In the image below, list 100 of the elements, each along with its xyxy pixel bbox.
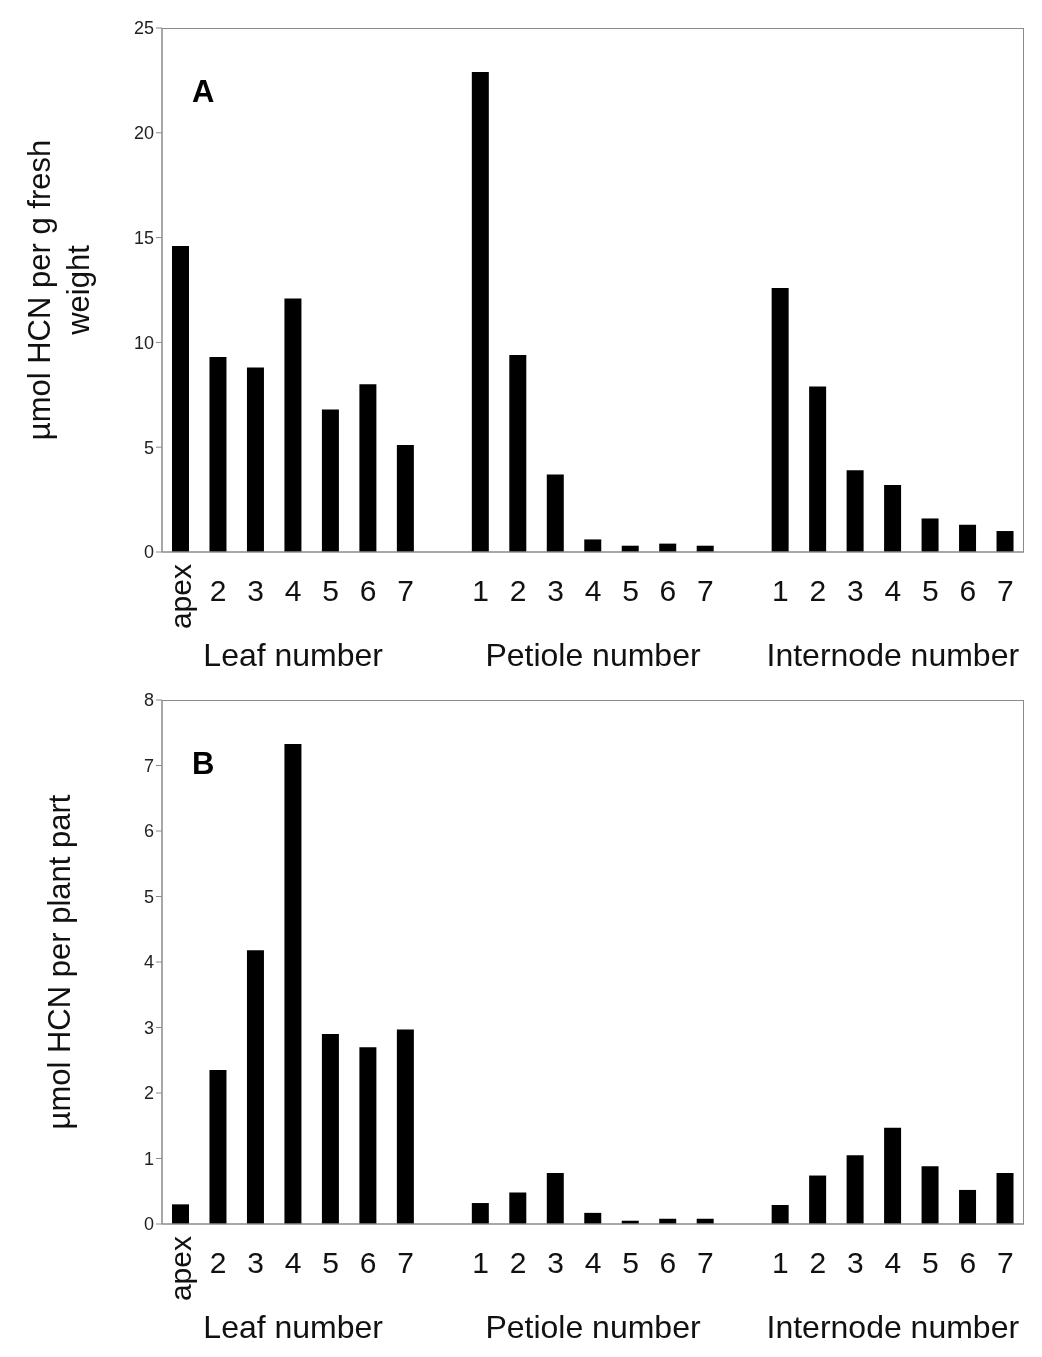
bar (396, 445, 414, 552)
bar (359, 1047, 377, 1224)
text: Leaf number (203, 1309, 384, 1346)
x-tick-label: 6 (359, 1245, 377, 1279)
bar (471, 72, 489, 552)
x-tick-label: 5 (322, 573, 339, 607)
y-tick-label: 7 (143, 755, 154, 776)
y-tick-label: 2 (143, 1083, 154, 1104)
x-tick-label: 4 (284, 1245, 302, 1279)
bar (359, 384, 377, 552)
text: Internode number (766, 637, 1020, 674)
text: Internode number (766, 1309, 1020, 1346)
x-tick-label: 2 (509, 1245, 527, 1279)
text: Leaf number (203, 637, 384, 674)
x-tick-label: 6 (659, 1245, 677, 1279)
y-tick-label: 25 (133, 18, 154, 39)
bar (584, 539, 602, 552)
y-tick-label: 5 (143, 886, 154, 907)
x-tick-label: 2 (809, 573, 827, 607)
x-tick-label: 4 (884, 1245, 902, 1279)
bar (209, 357, 227, 552)
y-tick-label: 4 (143, 952, 154, 973)
x-tick-label: 3 (247, 573, 265, 607)
x-tick-label: 7 (697, 573, 714, 607)
x-tick-label: 3 (247, 1245, 265, 1279)
text: B (192, 746, 215, 781)
text: Petiole number (485, 1309, 701, 1346)
bar (471, 1203, 489, 1224)
x-tick-label: 3 (847, 1245, 864, 1279)
bar (809, 1175, 827, 1224)
x-tick-label: 2 (509, 573, 527, 607)
bar (284, 298, 302, 552)
bar (584, 1212, 602, 1224)
y-tick-label: 3 (143, 1017, 154, 1038)
bar (771, 1205, 789, 1224)
bar (921, 518, 939, 552)
bar (996, 531, 1014, 552)
x-tick-label: 3 (547, 1245, 564, 1279)
x-tick-label: 6 (959, 1245, 977, 1279)
y-tick-label: 0 (143, 542, 154, 563)
bar (321, 409, 339, 552)
bar (509, 354, 527, 552)
y-axis-title: µmol HCN per plant part (40, 793, 78, 1132)
y-tick-label: 15 (133, 227, 154, 248)
x-tick-label: 7 (397, 573, 414, 607)
y-tick-label: 6 (143, 821, 154, 842)
y-tick-label: 0 (143, 1214, 154, 1235)
x-tick-label: 3 (847, 573, 864, 607)
x-tick-label: apex (164, 564, 198, 630)
bar (959, 1189, 977, 1224)
bar (996, 1172, 1014, 1224)
x-tick-label: 1 (772, 1245, 789, 1279)
x-tick-label: 7 (996, 1245, 1014, 1279)
bar (959, 524, 977, 552)
x-tick-label: 1 (472, 573, 489, 607)
bar (846, 470, 864, 552)
y-tick-label: 1 (143, 1148, 154, 1169)
y-tick-label: 10 (133, 332, 154, 353)
bar (509, 1192, 527, 1224)
x-tick-label: 6 (359, 573, 377, 607)
x-tick-label: 4 (584, 573, 602, 607)
x-tick-label: 7 (697, 1245, 714, 1279)
y-tick-label: 5 (143, 437, 154, 458)
x-tick-label: 5 (921, 1245, 939, 1279)
x-tick-label: 3 (547, 573, 564, 607)
x-tick-label: 1 (772, 573, 789, 607)
bar (172, 1204, 189, 1224)
x-tick-label: 2 (209, 1245, 227, 1279)
bar (809, 386, 827, 552)
x-tick-label: 1 (472, 1245, 489, 1279)
bar (396, 1029, 414, 1224)
bar (884, 484, 902, 552)
x-tick-label: 6 (659, 573, 677, 607)
bar (546, 474, 564, 552)
text: A (192, 74, 215, 109)
x-tick-label: 4 (584, 1245, 602, 1279)
bar (172, 245, 189, 552)
bar (284, 743, 302, 1224)
x-tick-label: 5 (622, 1245, 639, 1279)
text: Petiole number (485, 637, 701, 674)
bar (209, 1070, 227, 1224)
bar (884, 1127, 902, 1224)
x-tick-label: 7 (996, 573, 1014, 607)
bar (246, 950, 264, 1224)
bar (546, 1172, 564, 1224)
x-tick-label: apex (164, 1236, 198, 1302)
x-tick-label: 5 (322, 1245, 339, 1279)
bar (771, 287, 789, 552)
x-tick-label: 5 (622, 573, 639, 607)
x-tick-label: 4 (284, 573, 302, 607)
bar (921, 1166, 939, 1224)
bar (246, 367, 264, 552)
bar (846, 1155, 864, 1224)
y-tick-label: 20 (133, 123, 154, 144)
bar (321, 1034, 339, 1224)
y-tick-label: 8 (143, 690, 154, 711)
y-axis-title: µmol HCN per g fresh weight (21, 138, 97, 443)
x-tick-label: 7 (397, 1245, 414, 1279)
x-tick-label: 2 (209, 573, 227, 607)
x-tick-label: 4 (884, 573, 902, 607)
